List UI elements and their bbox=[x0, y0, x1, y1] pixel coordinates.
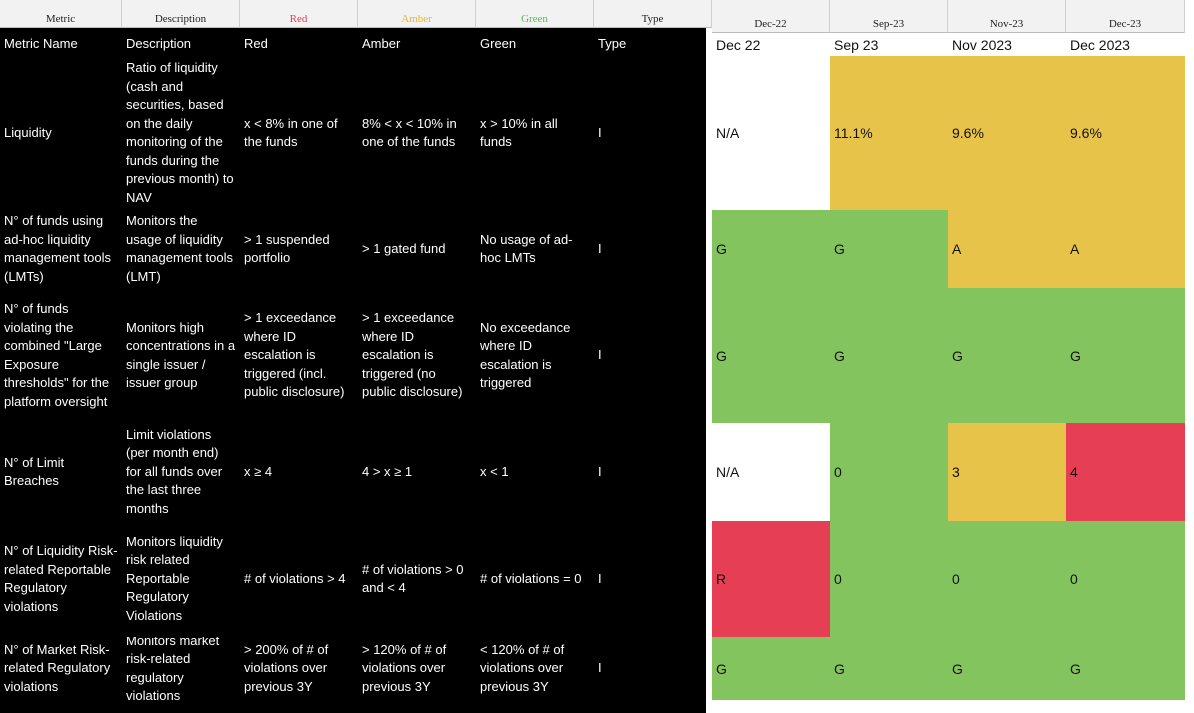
row-cell: N° of funds violating the combined "Larg… bbox=[4, 301, 110, 409]
left-panel bbox=[0, 28, 706, 713]
status-cell: G bbox=[1066, 637, 1185, 700]
row-cell: > 1 suspended portfolio bbox=[244, 231, 330, 266]
row-cell: N° of Liquidity Risk-related Reportable … bbox=[4, 543, 118, 614]
subheader-cell: Amber bbox=[362, 36, 401, 52]
row-cell: Monitors liquidity risk related Reportab… bbox=[126, 533, 223, 623]
status-cell: G bbox=[830, 210, 948, 288]
row-cell: x ≥ 4 bbox=[244, 463, 273, 479]
row-cell: x > 10% in all funds bbox=[480, 115, 558, 150]
row-cell: N° of Market Risk-related Regulatory vio… bbox=[4, 641, 111, 694]
status-cell: R bbox=[712, 521, 830, 637]
subheader-cell: Type bbox=[598, 36, 627, 52]
subheader-cell: Dec 22 bbox=[712, 33, 830, 56]
column-header: Nov-23 bbox=[948, 0, 1066, 33]
row-cell: > 1 gated fund bbox=[362, 240, 446, 256]
row-cell: > 200% of # of violations over previous … bbox=[244, 641, 329, 694]
status-cell: 9.6% bbox=[1066, 56, 1185, 210]
row-cell: > 1 exceedance where ID escalation is tr… bbox=[244, 310, 345, 400]
status-cell: 4 bbox=[1066, 423, 1185, 521]
row-cell: # of violations > 0 and < 4 bbox=[362, 561, 464, 596]
column-header: Sep-23 bbox=[830, 0, 948, 33]
status-cell: G bbox=[712, 288, 830, 423]
status-cell: G bbox=[712, 637, 830, 700]
column-header: Green bbox=[476, 0, 594, 28]
status-cell: G bbox=[712, 210, 830, 288]
row-cell: N° of funds using ad-hoc liquidity manag… bbox=[4, 213, 111, 284]
status-cell: 0 bbox=[830, 423, 948, 521]
subheader-cell: Metric Name bbox=[4, 36, 78, 52]
row-cell: Monitors high concentrations in a single… bbox=[126, 319, 236, 391]
row-cell: I bbox=[598, 240, 602, 256]
row-cell: 4 > x ≥ 1 bbox=[362, 463, 413, 479]
column-header: Description bbox=[122, 0, 240, 28]
status-cell: N/A bbox=[712, 423, 830, 521]
status-cell: G bbox=[830, 288, 948, 423]
status-cell: 0 bbox=[948, 521, 1066, 637]
column-header: Dec-23 bbox=[1066, 0, 1185, 33]
row-cell: Monitors the usage of liquidity manageme… bbox=[126, 213, 233, 284]
row-cell: I bbox=[598, 570, 602, 586]
status-cell: G bbox=[948, 637, 1066, 700]
row-cell: # of violations > 4 bbox=[244, 570, 346, 586]
row-cell: No usage of ad-hoc LMTs bbox=[480, 231, 573, 266]
row-cell: I bbox=[598, 463, 602, 479]
status-cell: G bbox=[830, 637, 948, 700]
subheader-cell: Nov 2023 bbox=[948, 33, 1066, 56]
row-cell: N° of Limit Breaches bbox=[4, 454, 65, 489]
column-header: Red bbox=[240, 0, 358, 28]
row-cell: > 120% of # of violations over previous … bbox=[362, 641, 447, 694]
subheader-cell: Dec 2023 bbox=[1066, 33, 1185, 56]
row-cell: # of violations = 0 bbox=[480, 570, 582, 586]
row-cell: I bbox=[598, 347, 602, 363]
row-cell: 8% < x < 10% in one of the funds bbox=[362, 115, 457, 150]
column-header: Amber bbox=[358, 0, 476, 28]
subheader-cell: Description bbox=[126, 36, 192, 52]
column-header: Type bbox=[594, 0, 712, 28]
column-header: Metric bbox=[0, 0, 122, 28]
row-cell: > 1 exceedance where ID escalation is tr… bbox=[362, 310, 463, 400]
status-cell: G bbox=[948, 288, 1066, 423]
subheader-cell: Green bbox=[480, 36, 517, 52]
subheader-cell: Red bbox=[244, 36, 268, 52]
status-cell: N/A bbox=[712, 56, 830, 210]
status-cell: 0 bbox=[830, 521, 948, 637]
row-cell: < 120% of # of violations over previous … bbox=[480, 641, 565, 694]
column-header: Dec-22 bbox=[712, 0, 830, 33]
row-cell: I bbox=[598, 660, 602, 676]
status-cell: G bbox=[1066, 288, 1185, 423]
row-cell: x < 1 bbox=[480, 463, 509, 479]
row-cell: Ratio of liquidity (cash and securities,… bbox=[126, 60, 234, 205]
status-cell: 3 bbox=[948, 423, 1066, 521]
status-cell: 0 bbox=[1066, 521, 1185, 637]
row-cell: Monitors market risk-related regulatory … bbox=[126, 637, 220, 700]
row-cell: Limit violations (per month end) for all… bbox=[126, 426, 223, 516]
status-cell: A bbox=[948, 210, 1066, 288]
status-cell: 9.6% bbox=[948, 56, 1066, 210]
row-cell: No exceedance where ID escalation is tri… bbox=[480, 319, 571, 391]
row-cell: I bbox=[598, 124, 602, 140]
row-cell: Liquidity bbox=[4, 124, 52, 140]
status-cell: A bbox=[1066, 210, 1185, 288]
status-cell: 11.1% bbox=[830, 56, 948, 210]
subheader-cell: Sep 23 bbox=[830, 33, 948, 56]
row-cell: x < 8% in one of the funds bbox=[244, 115, 338, 150]
